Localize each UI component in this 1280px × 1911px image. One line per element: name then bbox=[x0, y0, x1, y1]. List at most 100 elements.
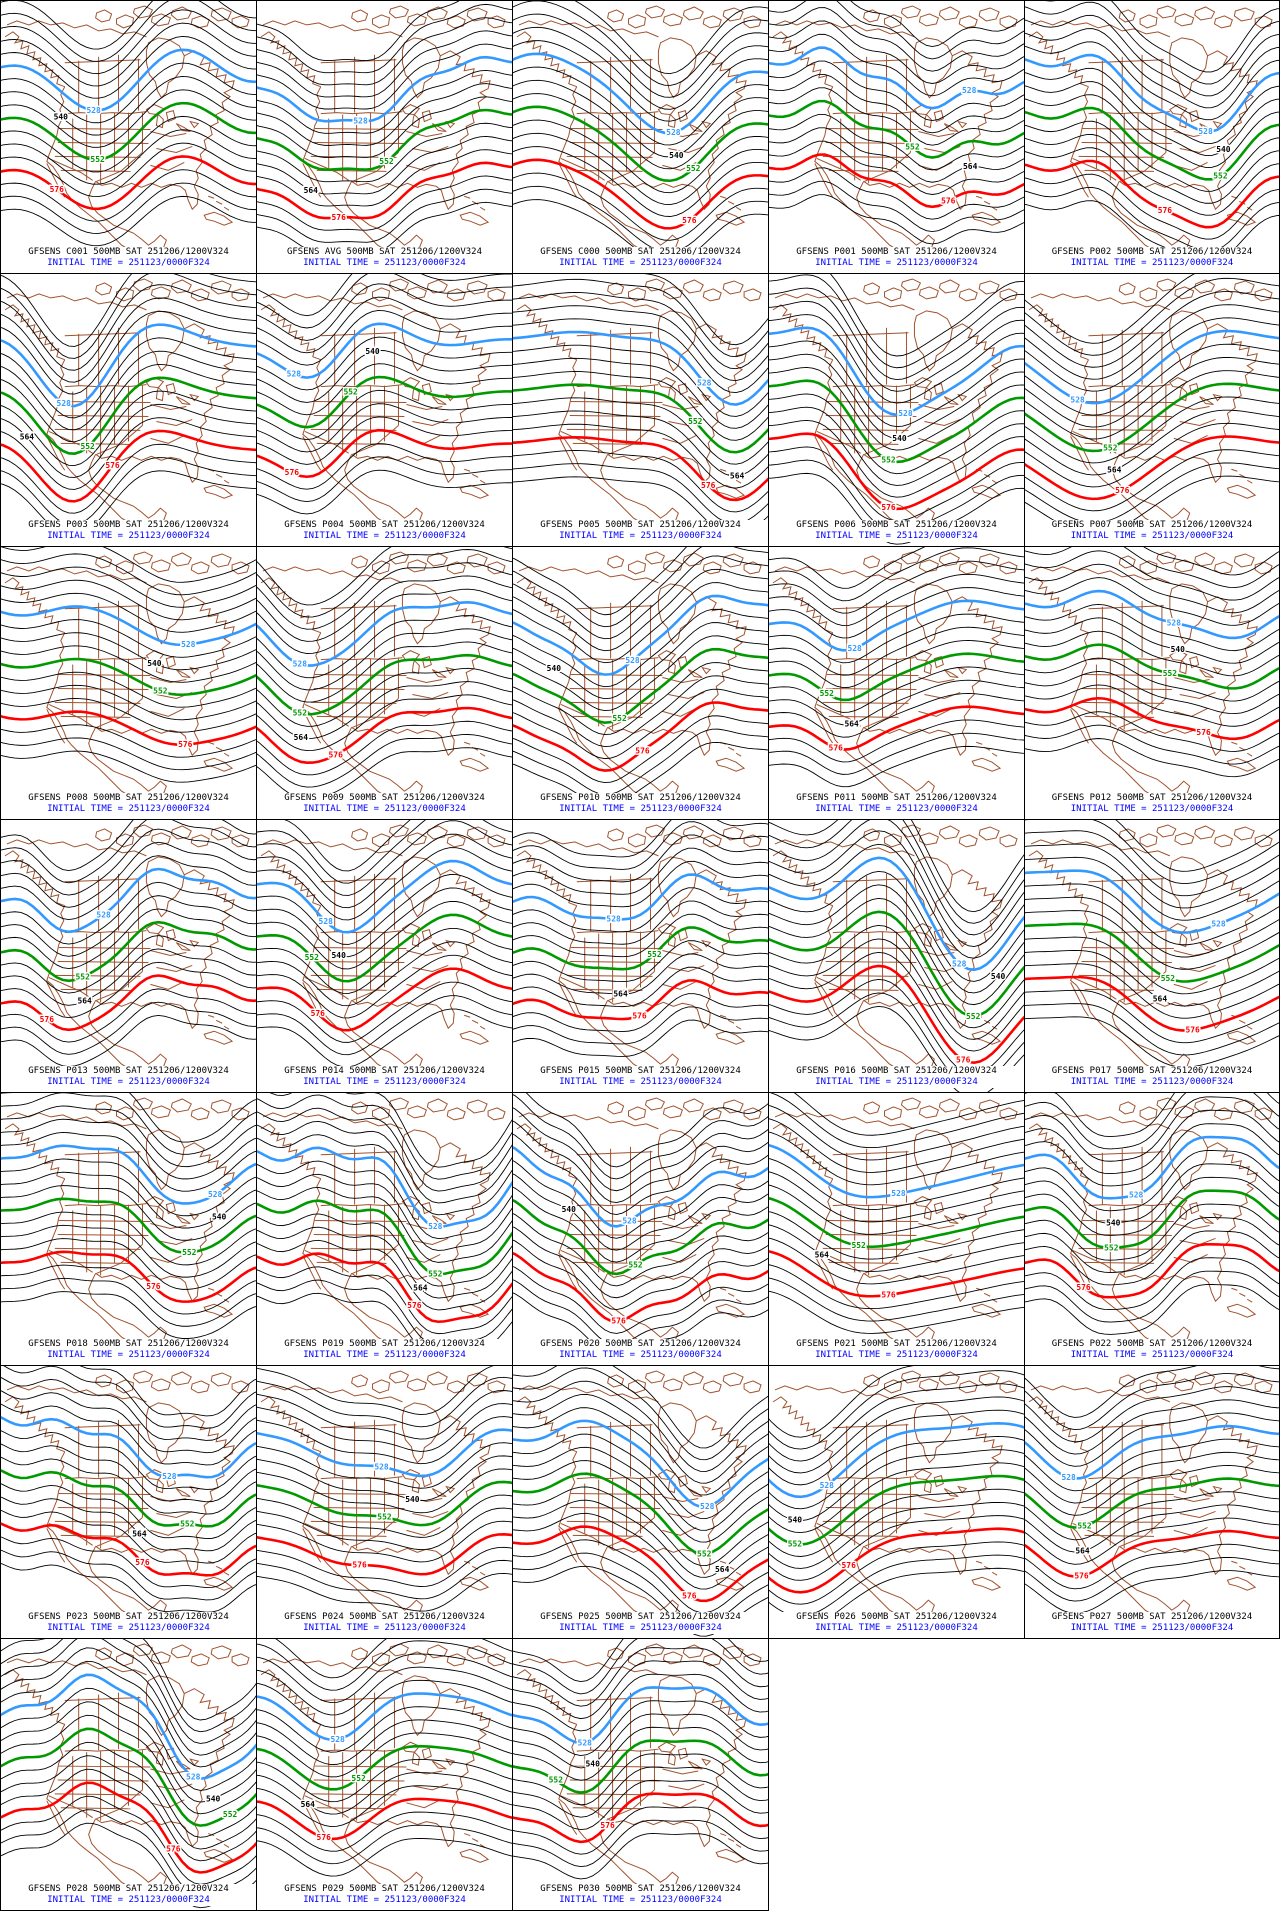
contour-label-576: 576 bbox=[178, 740, 193, 749]
height-contour bbox=[643, 274, 768, 346]
panel-p022: 528 552 576 540 GFSENS P022 500MB SAT 25120… bbox=[1024, 1092, 1280, 1366]
height-contour bbox=[769, 613, 1024, 664]
height-contour bbox=[769, 1435, 1024, 1510]
height-contour bbox=[1025, 14, 1279, 97]
height-contour bbox=[1025, 1003, 1279, 1056]
height-contour bbox=[1, 62, 256, 124]
contour-label-528: 528 bbox=[186, 1772, 201, 1781]
contour-label-552: 552 bbox=[647, 950, 662, 959]
height-contour bbox=[1025, 396, 1279, 464]
height-contour bbox=[1, 36, 256, 99]
contour-576-red bbox=[257, 1797, 512, 1841]
contour-label-528: 528 bbox=[181, 640, 196, 649]
height-contour bbox=[513, 688, 768, 760]
height-contour bbox=[513, 450, 768, 513]
contour-576-red bbox=[1, 429, 256, 503]
height-contour bbox=[769, 60, 1024, 122]
height-contour bbox=[1, 1264, 256, 1315]
contour-label-540: 540 bbox=[212, 1213, 227, 1222]
height-contour bbox=[769, 1158, 1024, 1211]
contour-label-576: 576 bbox=[701, 481, 716, 490]
height-contour bbox=[525, 1093, 768, 1168]
contour-label-540: 540 bbox=[206, 1794, 221, 1803]
height-contour bbox=[769, 420, 1024, 498]
height-contour bbox=[1, 1, 256, 50]
contour-label-528: 528 bbox=[208, 1190, 223, 1199]
height-contour bbox=[513, 1539, 768, 1614]
height-contour bbox=[257, 1160, 512, 1240]
height-contour bbox=[769, 951, 1024, 1052]
contour-label-564: 564 bbox=[963, 162, 978, 171]
height-contour bbox=[1, 750, 256, 783]
height-contour bbox=[257, 1376, 512, 1428]
height-contour bbox=[1, 820, 256, 884]
height-contour bbox=[1, 1660, 256, 1768]
height-contour bbox=[1025, 1123, 1279, 1187]
height-contour bbox=[257, 575, 512, 642]
height-contour bbox=[3, 1366, 256, 1429]
height-contour bbox=[257, 847, 512, 921]
height-contour bbox=[1, 390, 256, 467]
contour-528-blue bbox=[1025, 1135, 1279, 1200]
height-contour bbox=[257, 927, 512, 994]
contour-label-540: 540 bbox=[54, 112, 69, 121]
height-contour bbox=[1, 1456, 256, 1515]
height-contour bbox=[769, 884, 1024, 994]
height-contour bbox=[769, 353, 1024, 439]
height-contour bbox=[513, 1133, 768, 1216]
height-contour bbox=[257, 1468, 512, 1514]
height-contour bbox=[513, 172, 768, 241]
height-contour bbox=[1, 75, 256, 136]
contour-map: 528 552 576 540 bbox=[1, 1639, 256, 1909]
height-contour bbox=[1, 1483, 256, 1540]
height-contour bbox=[1025, 120, 1279, 192]
height-contour bbox=[257, 1416, 512, 1465]
height-contour bbox=[769, 127, 1024, 183]
height-contour bbox=[1, 274, 256, 347]
height-contour bbox=[1025, 291, 1279, 368]
height-contour bbox=[769, 732, 1024, 775]
height-contour bbox=[769, 843, 1024, 959]
height-contour bbox=[1025, 670, 1279, 715]
height-contour bbox=[1025, 41, 1279, 121]
height-contour bbox=[1, 881, 256, 945]
contour-label-564: 564 bbox=[301, 1800, 316, 1809]
height-contour bbox=[513, 742, 768, 807]
height-contour bbox=[769, 1184, 1024, 1235]
height-contour bbox=[257, 296, 512, 354]
contour-label-576: 576 bbox=[40, 1015, 55, 1024]
height-contour bbox=[1025, 274, 1195, 344]
height-contour bbox=[513, 1819, 768, 1867]
height-contour bbox=[793, 1093, 1024, 1136]
contour-map: 528 552 576 564 bbox=[257, 1, 512, 255]
panel-p016: 528 552 576 540 GFSENS P016 500MB SAT 25120… bbox=[768, 819, 1025, 1093]
height-contour bbox=[1, 9, 256, 75]
contour-map: 528 552 576 540 bbox=[257, 274, 512, 528]
height-contour bbox=[1, 1647, 256, 1756]
height-contour bbox=[513, 370, 768, 441]
height-contour bbox=[513, 132, 768, 206]
contour-label-576: 576 bbox=[632, 1011, 647, 1020]
height-contour bbox=[257, 416, 512, 465]
contour-576-red bbox=[769, 1527, 1024, 1594]
height-contour bbox=[769, 547, 926, 589]
contour-label-528: 528 bbox=[86, 106, 101, 115]
contour-528-blue bbox=[769, 1144, 1024, 1199]
height-contour bbox=[769, 33, 1024, 97]
height-contour bbox=[513, 93, 768, 170]
contour-label-528: 528 bbox=[891, 1189, 906, 1198]
height-contour bbox=[513, 834, 768, 883]
contour-label-552: 552 bbox=[1077, 1522, 1092, 1531]
panel-p019: 528 552 576 564 GFSENS P019 500MB SAT 25120… bbox=[256, 1092, 513, 1366]
height-contour bbox=[1025, 896, 1279, 958]
contour-528-blue bbox=[257, 1692, 512, 1742]
height-contour bbox=[1025, 563, 1279, 614]
contour-map: 528 552 576 564 bbox=[1, 820, 256, 1074]
height-contour bbox=[513, 357, 768, 429]
height-contour bbox=[513, 1726, 768, 1781]
contour-528-blue bbox=[1025, 869, 1279, 934]
contour-map: 528 552 576 540 bbox=[257, 1366, 512, 1620]
contour-528-blue bbox=[513, 1419, 768, 1509]
contour-576-red bbox=[513, 436, 768, 502]
contour-label-576: 576 bbox=[635, 747, 650, 756]
